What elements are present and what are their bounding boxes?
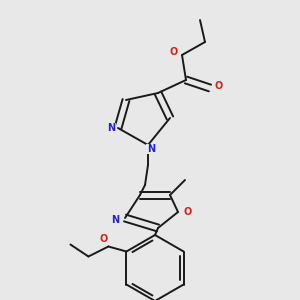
Text: N: N bbox=[147, 144, 155, 154]
Text: O: O bbox=[170, 47, 178, 57]
Text: N: N bbox=[111, 215, 119, 225]
Text: O: O bbox=[184, 207, 192, 217]
Text: O: O bbox=[99, 233, 107, 244]
Text: O: O bbox=[215, 81, 223, 91]
Text: N: N bbox=[107, 123, 115, 133]
